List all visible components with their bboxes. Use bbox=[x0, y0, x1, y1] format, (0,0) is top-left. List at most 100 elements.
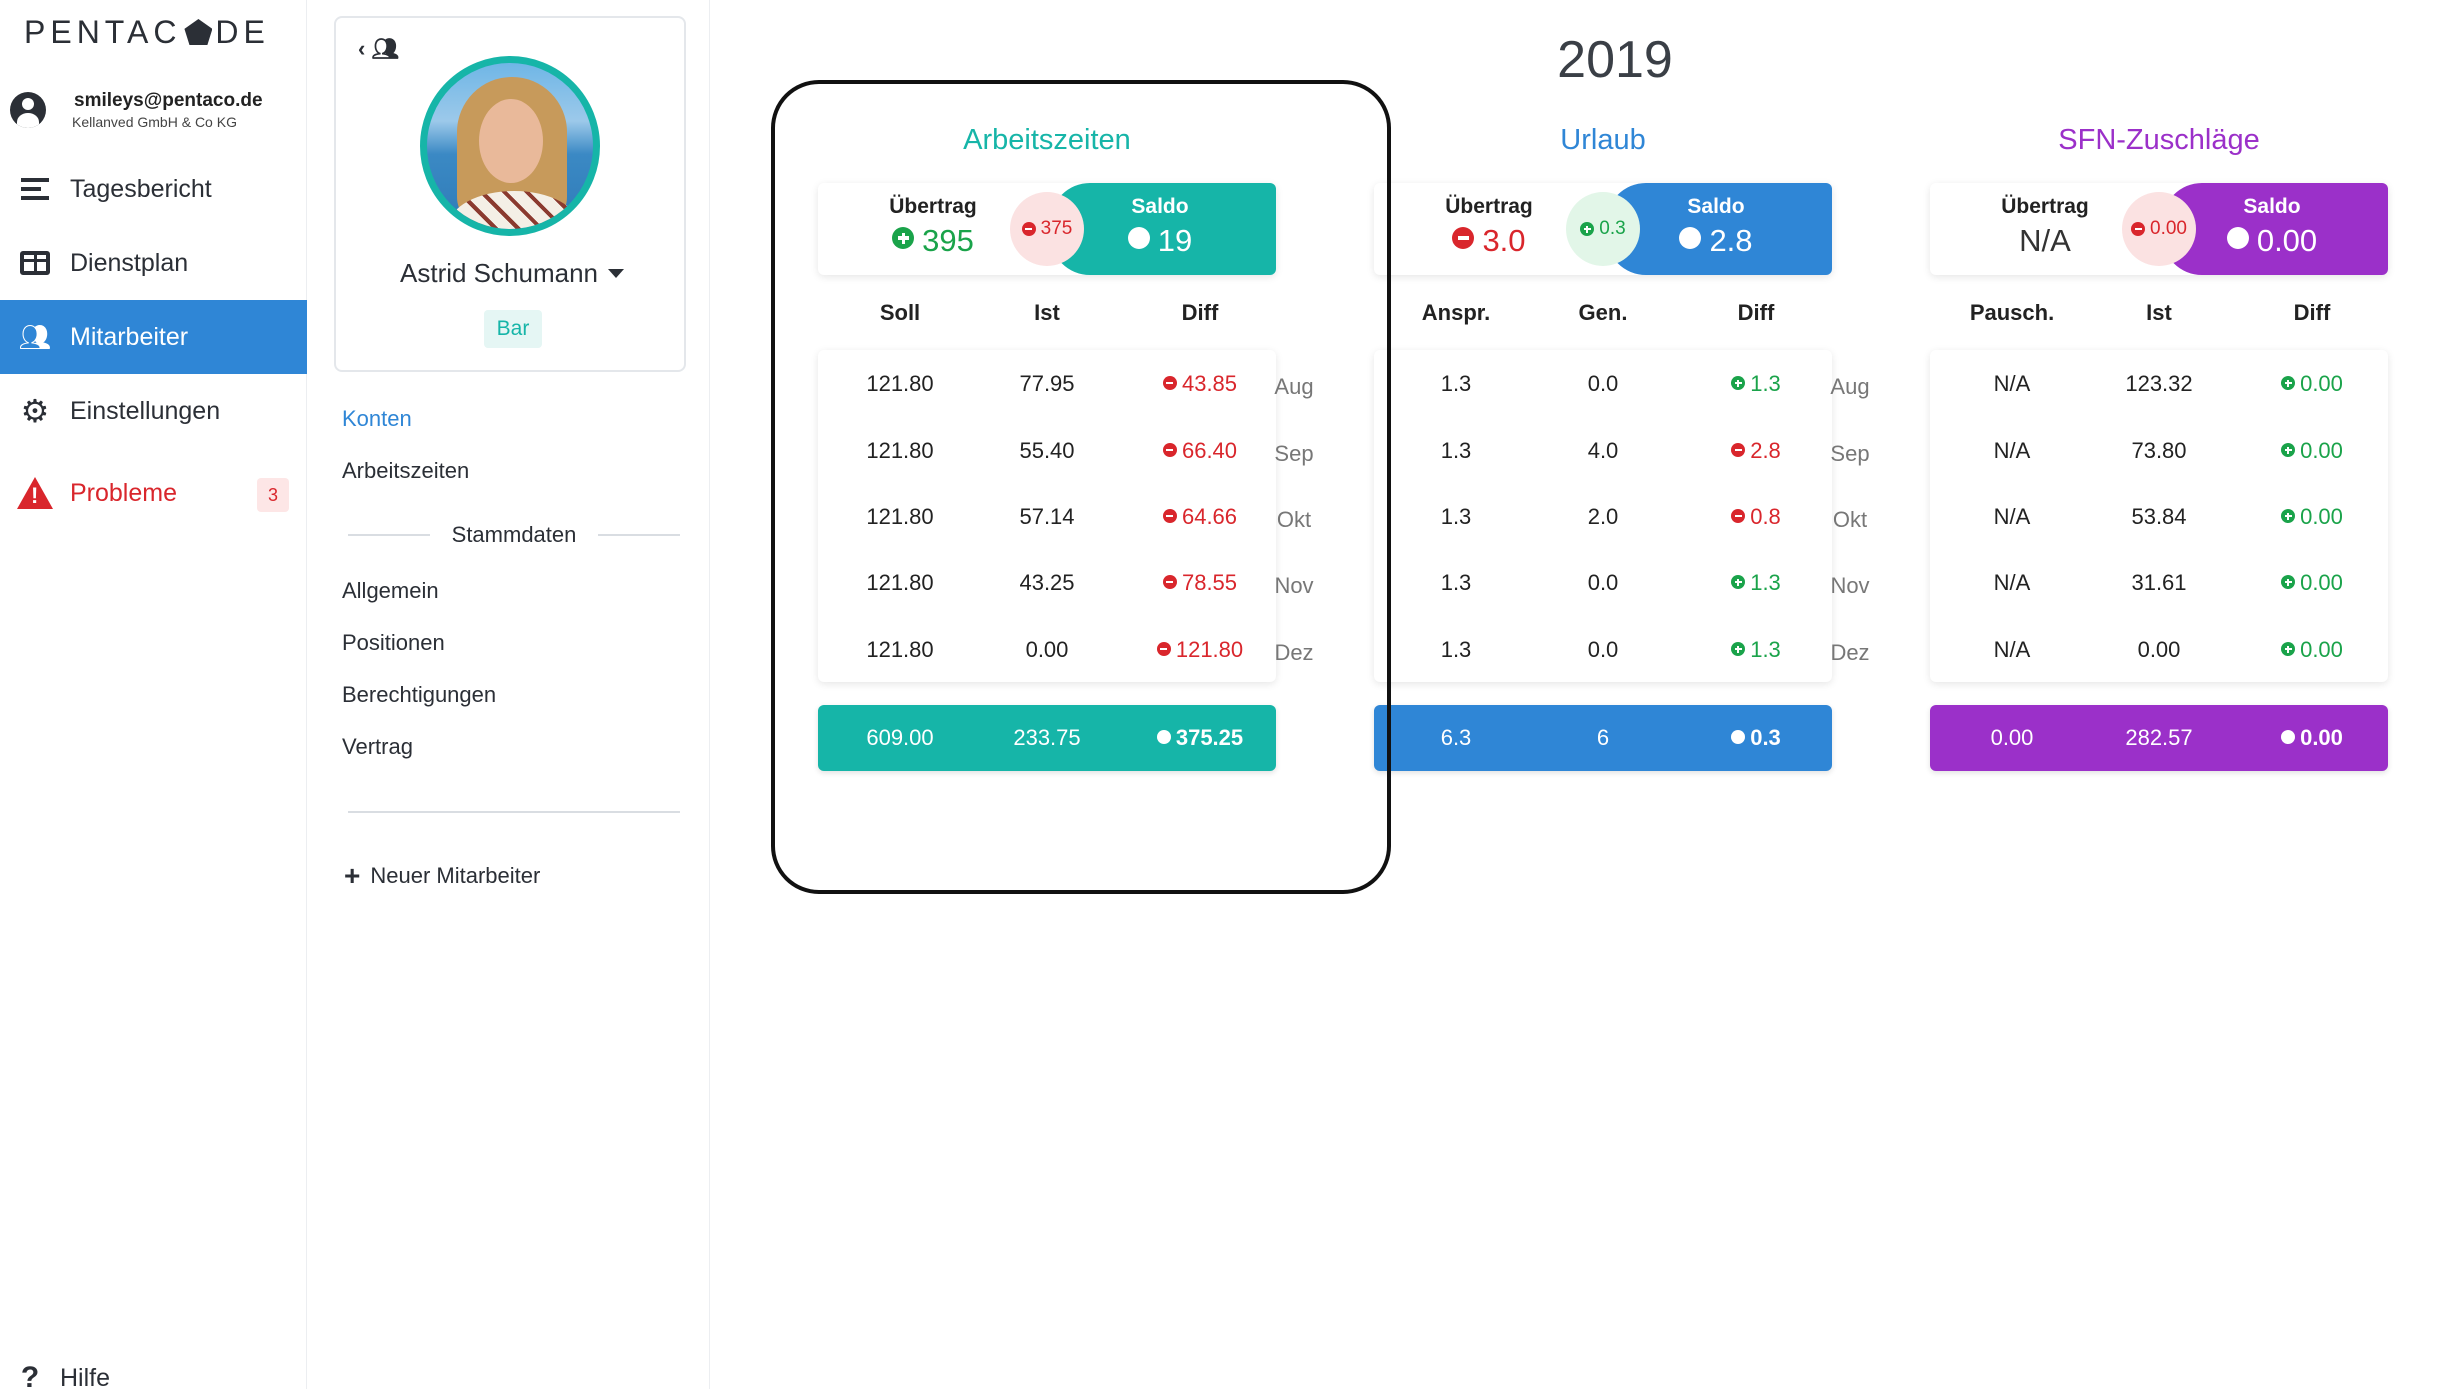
table-cell: 43.85 bbox=[1125, 371, 1275, 397]
cell-value: 0.00 bbox=[1025, 637, 1069, 662]
employee-name: Astrid Schumann bbox=[400, 258, 598, 288]
table-cell: 73.80 bbox=[2084, 438, 2234, 464]
cell-value: N/A bbox=[1993, 637, 2031, 662]
table-cell: 2.8 bbox=[1681, 438, 1831, 464]
table-cell: N/A bbox=[1937, 570, 2087, 596]
plus-circle-icon bbox=[1580, 222, 1595, 236]
nav-dienstplan[interactable]: Dienstplan bbox=[0, 226, 307, 300]
cell-value: 1.3 bbox=[1750, 371, 1781, 396]
total-value: 6.3 bbox=[1440, 725, 1472, 750]
subnav-allgemein[interactable]: Allgemein bbox=[342, 578, 439, 603]
table-cell: 0.00 bbox=[2237, 637, 2387, 663]
minus-circle-icon bbox=[1162, 509, 1177, 523]
cell-value: 0.8 bbox=[1750, 504, 1781, 529]
cell-value: 78.55 bbox=[1181, 570, 1238, 595]
total-cell: 282.57 bbox=[2084, 725, 2234, 751]
plus-circle-icon bbox=[2281, 443, 2296, 457]
column-header: Diff bbox=[2293, 300, 2331, 325]
table-cell: 2.0 bbox=[1528, 504, 1678, 530]
minus-circle-icon bbox=[1162, 376, 1177, 390]
employee-name-dropdown[interactable]: Astrid Schumann bbox=[336, 258, 688, 289]
plus-circle-icon bbox=[1731, 642, 1746, 656]
cell-value: N/A bbox=[1993, 570, 2031, 595]
month-label: Dez bbox=[1274, 640, 1314, 665]
new-employee-button[interactable]: + Neuer Mitarbeiter bbox=[344, 860, 540, 892]
gear-icon: ⚙ bbox=[20, 393, 50, 429]
table-cell: 57.14 bbox=[972, 504, 1122, 530]
subnav-berechtigungen[interactable]: Berechtigungen bbox=[342, 682, 497, 707]
total-cell: 6 bbox=[1528, 725, 1678, 751]
uebertrag-number: 395 bbox=[922, 223, 974, 258]
profile-card: ‹ 👥︎ Astrid Schumann Bar bbox=[334, 16, 686, 372]
user-email: smileys@pentaco.de bbox=[74, 90, 263, 111]
month-label: Nov bbox=[1830, 573, 1870, 598]
table-cell: 43.25 bbox=[972, 570, 1122, 596]
cell-value: 1.3 bbox=[1440, 371, 1472, 396]
user-account[interactable]: smileys@pentaco.de Kellanved GmbH & Co K… bbox=[10, 86, 300, 136]
total-value: 375.25 bbox=[1175, 725, 1244, 750]
table-cell: 1.3 bbox=[1681, 570, 1831, 596]
nav-einstellungen-label: Einstellungen bbox=[70, 396, 221, 425]
nav-probleme-label: Probleme bbox=[70, 478, 177, 507]
table-cell: 0.8 bbox=[1681, 504, 1831, 530]
subnav-vertrag[interactable]: Vertrag bbox=[342, 734, 413, 759]
plus-circle-icon bbox=[892, 227, 915, 249]
uebertrag-value: 3.0 bbox=[1374, 223, 1604, 259]
month-label: Dez bbox=[1830, 640, 1870, 665]
cell-value: 73.80 bbox=[2131, 438, 2187, 463]
table-cell: 121.80 bbox=[825, 371, 975, 397]
back-to-employees-icon[interactable]: ‹ 👥︎ bbox=[358, 36, 400, 61]
subnav-arbeitszeiten[interactable]: Arbeitszeiten bbox=[342, 458, 470, 483]
cell-value: 123.32 bbox=[2125, 371, 2193, 396]
cell-value: 0.00 bbox=[2300, 371, 2343, 396]
total-cell: 609.00 bbox=[825, 725, 975, 751]
cell-value: 0.0 bbox=[1587, 570, 1619, 595]
cell-value: 0.00 bbox=[2300, 504, 2343, 529]
cell-value: 57.14 bbox=[1019, 504, 1075, 529]
nav-hilfe-label: Hilfe bbox=[60, 1363, 111, 1389]
total-cell: 0.00 bbox=[1937, 725, 2087, 751]
urlaub-title: Urlaub bbox=[1560, 124, 1646, 156]
cell-value: 43.85 bbox=[1181, 371, 1238, 396]
table-cell: 121.80 bbox=[825, 438, 975, 464]
stammdaten-divider: Stammdaten bbox=[348, 520, 680, 550]
table-icon bbox=[20, 251, 50, 275]
year-selector[interactable]: 2019 bbox=[1557, 31, 1673, 89]
nav-tagesbericht[interactable]: Tagesbericht bbox=[0, 152, 307, 226]
plus-circle-icon bbox=[1731, 575, 1746, 589]
new-employee-label: Neuer Mitarbeiter bbox=[370, 863, 541, 888]
subnav-positionen[interactable]: Positionen bbox=[342, 630, 445, 655]
nav-hilfe[interactable]: ? Hilfe bbox=[0, 1358, 307, 1389]
cell-value: 121.80 bbox=[866, 570, 934, 595]
table-cell: N/A bbox=[1937, 504, 2087, 530]
sfn-totals-bar: 0.00 282.57 0.00 bbox=[1930, 705, 2388, 771]
cell-value: N/A bbox=[1993, 504, 2031, 529]
table-cell: 0.00 bbox=[972, 637, 1122, 663]
table-cell: 1.3 bbox=[1681, 637, 1831, 663]
cell-value: 55.40 bbox=[1019, 438, 1075, 463]
month-label: Aug bbox=[1830, 374, 1870, 399]
table-cell: 0.00 bbox=[2237, 438, 2387, 464]
table-cell: 1.3 bbox=[1681, 371, 1831, 397]
sidebar: PENTAC DE smileys@pentaco.de Kellanved Gm… bbox=[0, 0, 307, 1389]
saldo-value: 2.8 bbox=[1606, 223, 1826, 259]
nav-probleme[interactable]: Probleme 3 bbox=[0, 456, 307, 530]
plus-circle-icon bbox=[2226, 227, 2249, 249]
nav-mitarbeiter[interactable]: 👥︎ Mitarbeiter bbox=[0, 300, 307, 374]
cell-value: 53.84 bbox=[2131, 504, 2187, 529]
cell-value: 1.3 bbox=[1440, 570, 1472, 595]
total-value: 0.00 bbox=[1990, 725, 2034, 750]
arbeitszeiten-title: Arbeitszeiten bbox=[963, 124, 1131, 156]
minus-circle-icon bbox=[1156, 730, 1171, 744]
nav-einstellungen[interactable]: ⚙ Einstellungen bbox=[0, 374, 307, 448]
uebertrag-number: 3.0 bbox=[1482, 223, 1526, 258]
arbeitszeiten-rows-box bbox=[818, 350, 1276, 682]
uebertrag-label: Übertrag bbox=[1445, 195, 1533, 218]
cell-value: 0.00 bbox=[2300, 438, 2343, 463]
urlaub-rows-box bbox=[1374, 350, 1832, 682]
sfn-rows-box bbox=[1930, 350, 2388, 682]
pentacode-logo[interactable]: PENTAC DE bbox=[24, 14, 270, 51]
user-company: Kellanved GmbH & Co KG bbox=[72, 114, 237, 130]
subnav-konten[interactable]: Konten bbox=[342, 406, 412, 431]
